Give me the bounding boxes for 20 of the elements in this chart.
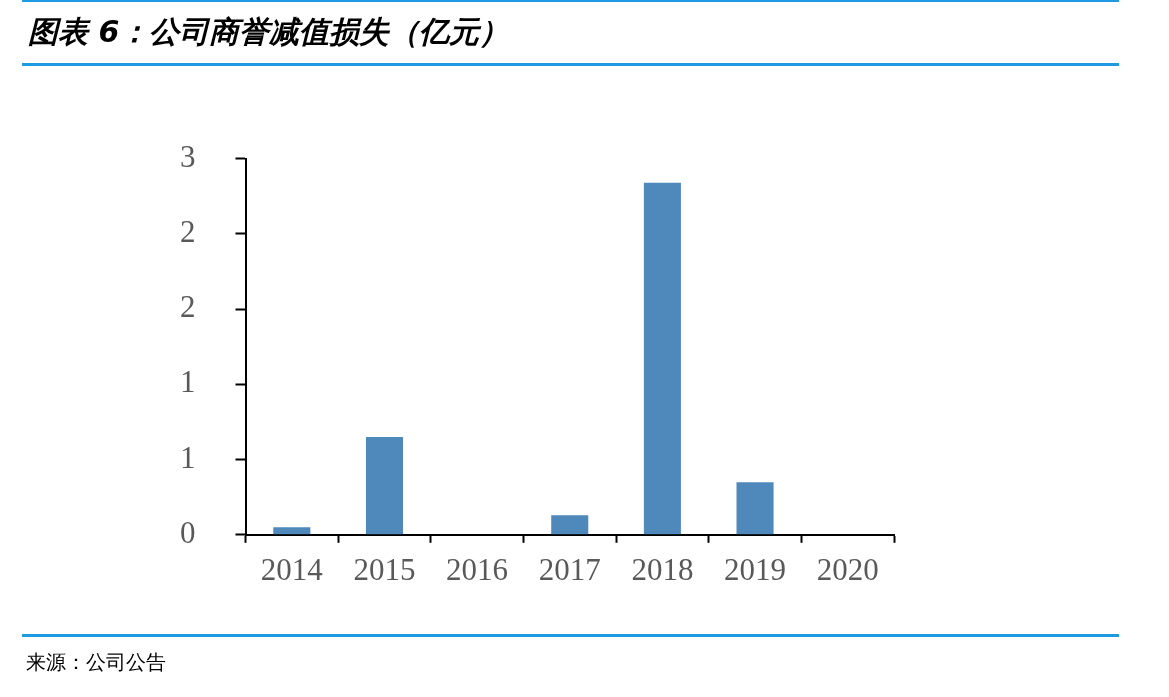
x-tick-label: 2018 <box>631 551 694 587</box>
x-tick-label: 2015 <box>353 551 416 587</box>
y-tick-label: 2 <box>180 289 196 325</box>
y-tick-label: 3 <box>180 138 196 174</box>
source-note: 来源：公司公告 <box>22 634 1119 676</box>
bar <box>365 436 403 535</box>
x-tick-label: 2016 <box>446 551 509 587</box>
bar <box>551 515 589 535</box>
y-tick-label: 1 <box>180 439 196 475</box>
y-tick-label: 1 <box>180 364 196 400</box>
bar <box>643 182 681 535</box>
x-tick-label: 2017 <box>538 551 601 587</box>
bar <box>273 527 311 535</box>
x-tick-label: 2019 <box>724 551 787 587</box>
x-tick-label: 2020 <box>816 551 879 587</box>
x-tick-label: 2014 <box>260 551 324 587</box>
chart-title: 图表 6：公司商誉减值损失（亿元） <box>22 0 1119 66</box>
bar <box>736 482 774 535</box>
y-tick-label: 0 <box>180 514 196 550</box>
y-tick-label: 2 <box>180 213 196 249</box>
